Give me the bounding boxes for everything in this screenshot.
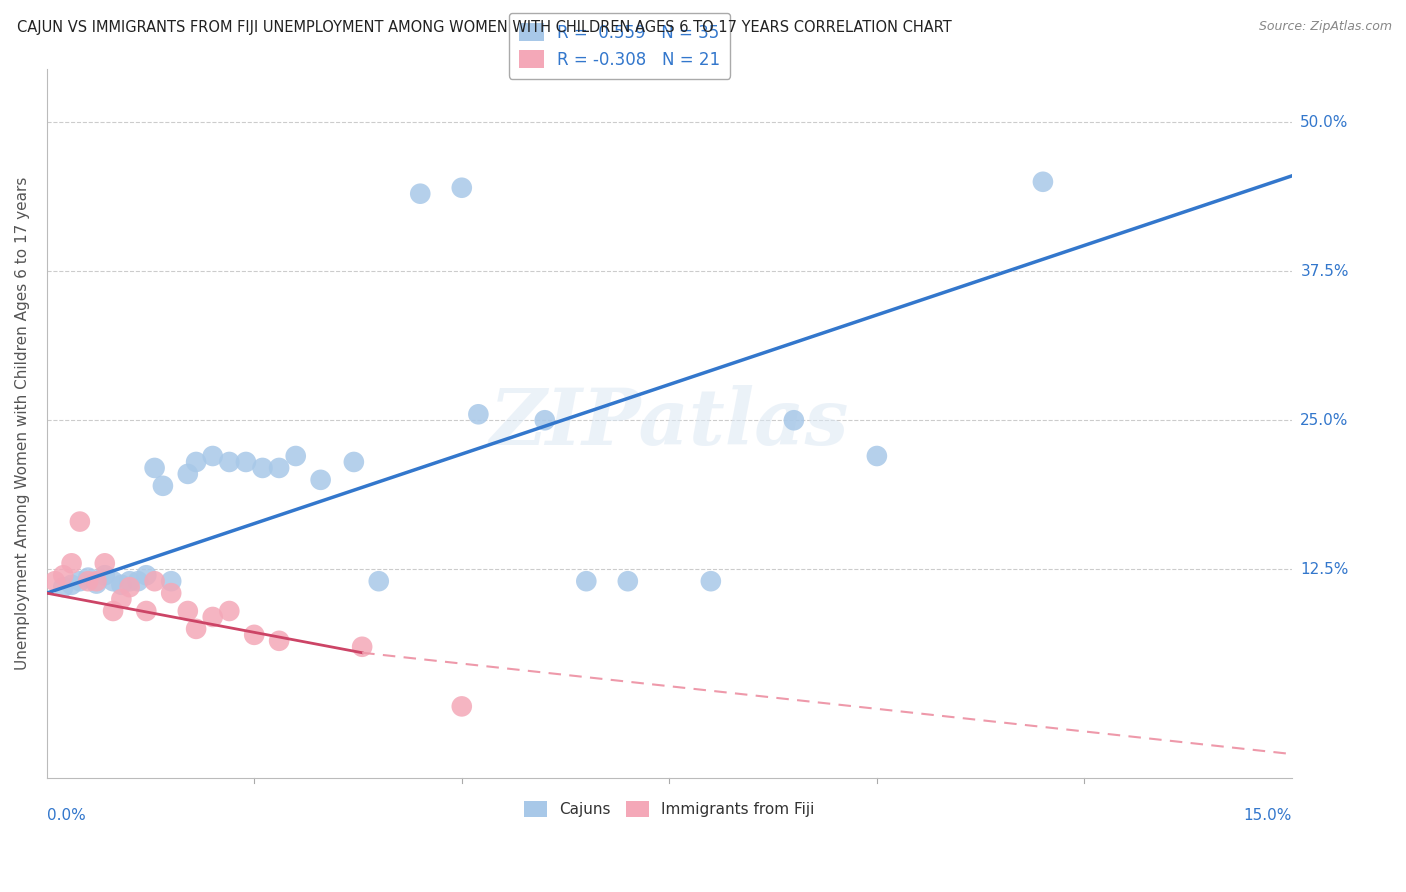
Text: 15.0%: 15.0% bbox=[1244, 808, 1292, 823]
Point bbox=[450, 180, 472, 194]
Text: 0.0%: 0.0% bbox=[46, 808, 86, 823]
Point bbox=[44, 574, 66, 589]
Text: CAJUN VS IMMIGRANTS FROM FIJI UNEMPLOYMENT AMONG WOMEN WITH CHILDREN AGES 6 TO 1: CAJUN VS IMMIGRANTS FROM FIJI UNEMPLOYME… bbox=[17, 20, 952, 35]
Point bbox=[52, 580, 75, 594]
Point bbox=[52, 568, 75, 582]
Text: 37.5%: 37.5% bbox=[1301, 264, 1348, 278]
Point bbox=[60, 557, 83, 571]
Point bbox=[177, 604, 200, 618]
Point bbox=[367, 574, 389, 589]
Point bbox=[467, 407, 489, 421]
Point bbox=[269, 633, 291, 648]
Y-axis label: Unemployment Among Women with Children Ages 6 to 17 years: Unemployment Among Women with Children A… bbox=[15, 177, 30, 670]
Point bbox=[110, 578, 132, 592]
Point bbox=[127, 574, 149, 589]
Point bbox=[177, 467, 200, 481]
Point bbox=[352, 640, 374, 654]
Point bbox=[94, 557, 117, 571]
Point bbox=[269, 461, 291, 475]
Point bbox=[617, 574, 640, 589]
Point bbox=[69, 574, 91, 589]
Point bbox=[409, 186, 432, 201]
Point bbox=[86, 574, 108, 589]
Text: 50.0%: 50.0% bbox=[1301, 115, 1348, 129]
Point bbox=[243, 628, 266, 642]
Point bbox=[201, 449, 224, 463]
Point bbox=[218, 604, 240, 618]
Point bbox=[1032, 175, 1054, 189]
Point bbox=[160, 574, 183, 589]
Point bbox=[533, 413, 555, 427]
Point bbox=[184, 455, 207, 469]
Point bbox=[135, 604, 157, 618]
Point bbox=[86, 576, 108, 591]
Point bbox=[184, 622, 207, 636]
Point bbox=[783, 413, 806, 427]
Point bbox=[110, 592, 132, 607]
Point bbox=[60, 578, 83, 592]
Point bbox=[284, 449, 307, 463]
Point bbox=[77, 574, 100, 589]
Point bbox=[143, 461, 166, 475]
Text: Source: ZipAtlas.com: Source: ZipAtlas.com bbox=[1258, 20, 1392, 33]
Text: ZIPatlas: ZIPatlas bbox=[489, 385, 849, 461]
Point bbox=[218, 455, 240, 469]
Point bbox=[160, 586, 183, 600]
Point bbox=[135, 568, 157, 582]
Point bbox=[101, 574, 124, 589]
Point bbox=[143, 574, 166, 589]
Point bbox=[101, 604, 124, 618]
Point bbox=[201, 610, 224, 624]
Point bbox=[700, 574, 723, 589]
Point bbox=[77, 571, 100, 585]
Point bbox=[866, 449, 889, 463]
Point bbox=[118, 580, 141, 594]
Point bbox=[575, 574, 598, 589]
Point bbox=[152, 479, 174, 493]
Point bbox=[235, 455, 257, 469]
Point bbox=[450, 699, 472, 714]
Point bbox=[309, 473, 332, 487]
Point bbox=[252, 461, 274, 475]
Point bbox=[69, 515, 91, 529]
Text: 12.5%: 12.5% bbox=[1301, 562, 1348, 577]
Point bbox=[343, 455, 366, 469]
Text: 25.0%: 25.0% bbox=[1301, 413, 1348, 428]
Point bbox=[118, 574, 141, 589]
Legend: Cajuns, Immigrants from Fiji: Cajuns, Immigrants from Fiji bbox=[517, 795, 821, 823]
Point bbox=[94, 568, 117, 582]
